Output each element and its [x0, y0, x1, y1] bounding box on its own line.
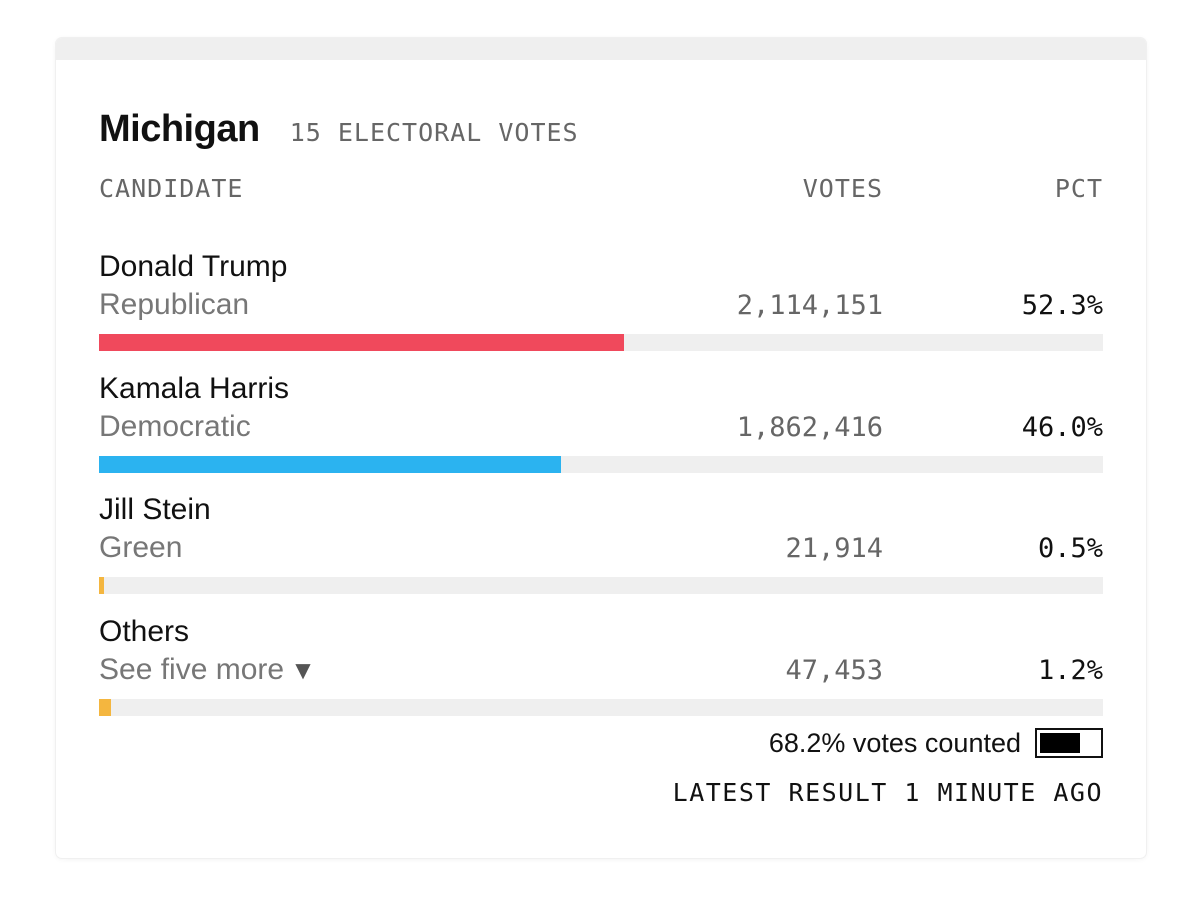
- candidate-pct: 1.2%: [1037, 655, 1103, 686]
- see-more-label: See five more: [99, 653, 285, 686]
- card-top-bar: [56, 38, 1146, 60]
- electoral-votes-label: 15 ELECTORAL VOTES: [289, 118, 579, 147]
- vote-share-bar: [99, 456, 1103, 473]
- candidate-name: Others: [99, 615, 190, 648]
- latest-result-timestamp: LATEST RESULT 1 MINUTE AGO: [672, 778, 1103, 807]
- candidate-name: Donald Trump: [99, 250, 288, 283]
- candidate-party: Democratic: [99, 410, 251, 443]
- see-more-toggle[interactable]: See five more ▼: [99, 653, 316, 687]
- candidate-name: Kamala Harris: [99, 372, 290, 405]
- candidate-name: Jill Stein: [99, 493, 211, 526]
- vote-share-bar-fill: [99, 699, 111, 716]
- candidate-pct: 46.0%: [1021, 412, 1103, 443]
- column-header-candidate: CANDIDATE: [99, 174, 244, 203]
- state-header: Michigan 15 ELECTORAL VOTES: [99, 108, 579, 152]
- votes-counted-meter-fill: [1040, 733, 1080, 753]
- candidate-votes: 21,914: [785, 533, 883, 564]
- column-header-votes: VOTES: [802, 174, 883, 203]
- candidate-party: Green: [99, 531, 183, 564]
- vote-share-bar: [99, 577, 1103, 594]
- column-header-pct: PCT: [1054, 174, 1103, 203]
- votes-counted: 68.2% votes counted: [769, 726, 1103, 760]
- vote-share-bar: [99, 334, 1103, 351]
- candidate-votes: 1,862,416: [736, 412, 883, 443]
- candidate-row-stein: Jill Stein Green 21,914 0.5%: [99, 493, 1103, 603]
- candidate-row-others: Others See five more ▼ 47,453 1.2%: [99, 615, 1103, 725]
- vote-share-bar-fill: [99, 577, 104, 594]
- candidate-row-harris: Kamala Harris Democratic 1,862,416 46.0%: [99, 372, 1103, 482]
- vote-share-bar-fill: [99, 456, 561, 473]
- candidate-votes: 47,453: [785, 655, 883, 686]
- results-card: Michigan 15 ELECTORAL VOTES CANDIDATE VO…: [56, 38, 1146, 858]
- candidate-pct: 0.5%: [1037, 533, 1103, 564]
- candidate-row-trump: Donald Trump Republican 2,114,151 52.3%: [99, 250, 1103, 360]
- state-name: Michigan: [99, 108, 260, 150]
- vote-share-bar-fill: [99, 334, 624, 351]
- triangle-down-icon: ▼: [290, 655, 316, 685]
- votes-counted-meter: [1035, 728, 1103, 758]
- candidate-votes: 2,114,151: [736, 290, 883, 321]
- votes-counted-text: 68.2% votes counted: [768, 727, 1021, 758]
- vote-share-bar: [99, 699, 1103, 716]
- candidate-pct: 52.3%: [1021, 290, 1103, 321]
- candidate-party: Republican: [99, 288, 250, 321]
